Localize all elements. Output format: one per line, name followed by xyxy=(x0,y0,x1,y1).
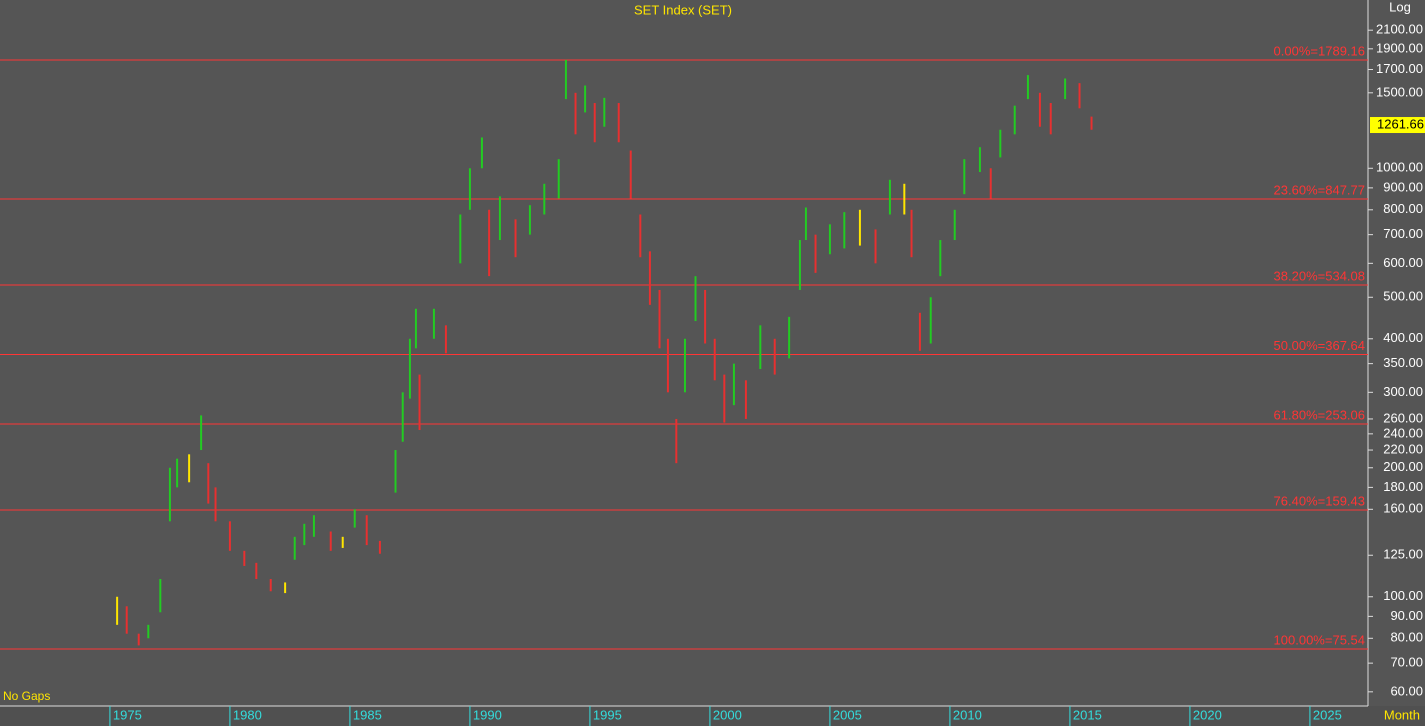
x-tick-label: 1980 xyxy=(233,707,262,722)
y-tick-label: 90.00 xyxy=(1390,608,1423,623)
fib-label: 38.20%=534.08 xyxy=(1274,268,1365,283)
y-tick-label: 1000.00 xyxy=(1376,160,1423,175)
x-axis-area xyxy=(0,706,1425,726)
y-tick-label: 900.00 xyxy=(1383,179,1423,194)
y-tick-label: 2100.00 xyxy=(1376,22,1423,37)
y-tick-label: 400.00 xyxy=(1383,330,1423,345)
y-tick-label: 60.00 xyxy=(1390,683,1423,698)
y-tick-label: 180.00 xyxy=(1383,479,1423,494)
fib-label: 50.00%=367.64 xyxy=(1274,338,1365,353)
y-tick-label: 260.00 xyxy=(1383,410,1423,425)
y-tick-label: 200.00 xyxy=(1383,459,1423,474)
y-tick-label: 700.00 xyxy=(1383,226,1423,241)
y-tick-label: 500.00 xyxy=(1383,289,1423,304)
x-tick-label: 1985 xyxy=(353,707,382,722)
y-tick-label: 70.00 xyxy=(1390,655,1423,670)
last-price-label: 1261.66 xyxy=(1377,116,1424,131)
y-tick-label: 350.00 xyxy=(1383,355,1423,370)
x-tick-label: 2025 xyxy=(1313,707,1342,722)
y-tick-label: 100.00 xyxy=(1383,588,1423,603)
period-label: Month xyxy=(1384,707,1420,722)
fib-label: 76.40%=159.43 xyxy=(1274,493,1365,508)
y-tick-label: 1900.00 xyxy=(1376,40,1423,55)
x-tick-label: 1995 xyxy=(593,707,622,722)
x-tick-label: 2010 xyxy=(953,707,982,722)
scale-label: Log xyxy=(1389,0,1411,14)
last-price-box xyxy=(1370,117,1425,134)
x-tick-label: 2015 xyxy=(1073,707,1102,722)
y-tick-label: 220.00 xyxy=(1383,441,1423,456)
y-tick-label: 125.00 xyxy=(1383,547,1423,562)
fib-label: 23.60%=847.77 xyxy=(1274,182,1365,197)
chart-title: SET Index (SET) xyxy=(634,2,732,17)
y-tick-label: 1500.00 xyxy=(1376,84,1423,99)
y-tick-label: 800.00 xyxy=(1383,201,1423,216)
fib-label: 61.80%=253.06 xyxy=(1274,407,1365,422)
x-tick-label: 2005 xyxy=(833,707,862,722)
y-tick-label: 1700.00 xyxy=(1376,61,1423,76)
x-tick-label: 1975 xyxy=(113,707,142,722)
y-tick-label: 300.00 xyxy=(1383,384,1423,399)
y-tick-label: 160.00 xyxy=(1383,501,1423,516)
x-tick-label: 2020 xyxy=(1193,707,1222,722)
y-tick-label: 240.00 xyxy=(1383,425,1423,440)
y-tick-label: 80.00 xyxy=(1390,630,1423,645)
fib-label: 0.00%=1789.16 xyxy=(1274,43,1365,58)
y-tick-label: 600.00 xyxy=(1383,255,1423,270)
x-tick-label: 1990 xyxy=(473,707,502,722)
gaps-label: No Gaps xyxy=(3,689,50,703)
x-tick-label: 2000 xyxy=(713,707,742,722)
fib-label: 100.00%=75.54 xyxy=(1274,632,1365,647)
